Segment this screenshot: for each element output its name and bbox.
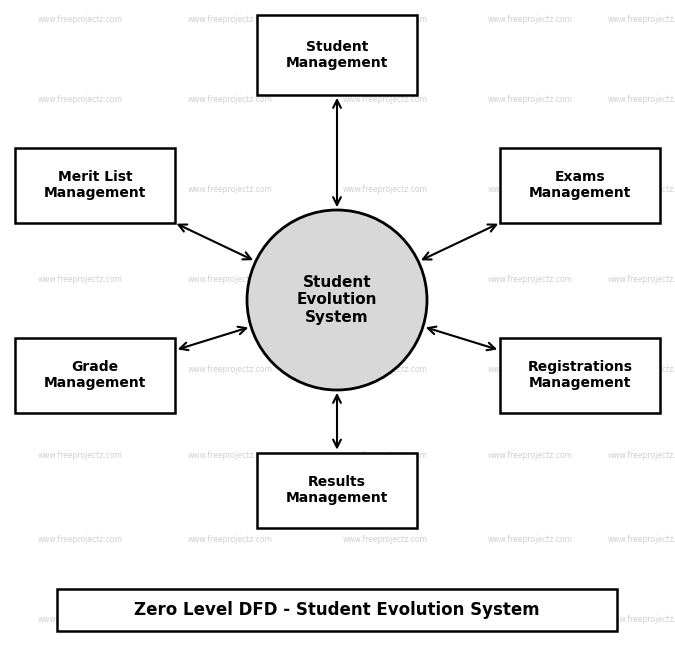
FancyBboxPatch shape xyxy=(15,338,175,413)
Text: www.freeprojectz.com: www.freeprojectz.com xyxy=(342,451,427,460)
Text: www.freeprojectz.com: www.freeprojectz.com xyxy=(608,276,675,284)
Text: www.freeprojectz.com: www.freeprojectz.com xyxy=(487,615,572,625)
Circle shape xyxy=(247,210,427,390)
FancyBboxPatch shape xyxy=(15,147,175,222)
Text: Grade
Management: Grade Management xyxy=(44,360,146,390)
Text: www.freeprojectz.com: www.freeprojectz.com xyxy=(342,615,427,625)
Text: www.freeprojectz.com: www.freeprojectz.com xyxy=(188,535,273,544)
Text: www.freeprojectz.com: www.freeprojectz.com xyxy=(188,366,273,374)
Text: www.freeprojectz.com: www.freeprojectz.com xyxy=(188,276,273,284)
Text: www.freeprojectz.com: www.freeprojectz.com xyxy=(342,186,427,194)
Text: www.freeprojectz.com: www.freeprojectz.com xyxy=(342,366,427,374)
FancyBboxPatch shape xyxy=(500,338,660,413)
Text: Student
Management: Student Management xyxy=(286,40,388,70)
FancyBboxPatch shape xyxy=(500,147,660,222)
Text: www.freeprojectz.com: www.freeprojectz.com xyxy=(38,95,122,104)
Text: www.freeprojectz.com: www.freeprojectz.com xyxy=(38,451,122,460)
Text: www.freeprojectz.com: www.freeprojectz.com xyxy=(188,95,273,104)
Text: www.freeprojectz.com: www.freeprojectz.com xyxy=(487,366,572,374)
Text: www.freeprojectz.com: www.freeprojectz.com xyxy=(188,16,273,25)
Text: www.freeprojectz.com: www.freeprojectz.com xyxy=(608,366,675,374)
Text: www.freeprojectz.com: www.freeprojectz.com xyxy=(38,276,122,284)
Text: www.freeprojectz.com: www.freeprojectz.com xyxy=(608,615,675,625)
Text: www.freeprojectz.com: www.freeprojectz.com xyxy=(487,95,572,104)
Text: www.freeprojectz.com: www.freeprojectz.com xyxy=(188,186,273,194)
Text: www.freeprojectz.com: www.freeprojectz.com xyxy=(487,535,572,544)
Text: www.freeprojectz.com: www.freeprojectz.com xyxy=(487,16,572,25)
Text: www.freeprojectz.com: www.freeprojectz.com xyxy=(38,366,122,374)
Text: www.freeprojectz.com: www.freeprojectz.com xyxy=(608,16,675,25)
Text: www.freeprojectz.com: www.freeprojectz.com xyxy=(608,535,675,544)
Text: www.freeprojectz.com: www.freeprojectz.com xyxy=(342,535,427,544)
Text: www.freeprojectz.com: www.freeprojectz.com xyxy=(188,615,273,625)
Text: www.freeprojectz.com: www.freeprojectz.com xyxy=(487,276,572,284)
Text: Merit List
Management: Merit List Management xyxy=(44,170,146,200)
FancyBboxPatch shape xyxy=(57,589,617,631)
Text: www.freeprojectz.com: www.freeprojectz.com xyxy=(342,95,427,104)
Text: www.freeprojectz.com: www.freeprojectz.com xyxy=(608,186,675,194)
Text: www.freeprojectz.com: www.freeprojectz.com xyxy=(342,276,427,284)
Text: www.freeprojectz.com: www.freeprojectz.com xyxy=(487,186,572,194)
Text: Registrations
Management: Registrations Management xyxy=(527,360,632,390)
Text: www.freeprojectz.com: www.freeprojectz.com xyxy=(342,16,427,25)
Text: www.freeprojectz.com: www.freeprojectz.com xyxy=(38,535,122,544)
Text: www.freeprojectz.com: www.freeprojectz.com xyxy=(188,451,273,460)
Text: www.freeprojectz.com: www.freeprojectz.com xyxy=(38,615,122,625)
Text: www.freeprojectz.com: www.freeprojectz.com xyxy=(38,16,122,25)
FancyBboxPatch shape xyxy=(257,452,417,527)
Text: www.freeprojectz.com: www.freeprojectz.com xyxy=(487,451,572,460)
Text: Results
Management: Results Management xyxy=(286,475,388,505)
Text: Exams
Management: Exams Management xyxy=(529,170,631,200)
Text: www.freeprojectz.com: www.freeprojectz.com xyxy=(608,451,675,460)
FancyBboxPatch shape xyxy=(257,15,417,95)
Text: www.freeprojectz.com: www.freeprojectz.com xyxy=(608,95,675,104)
Text: Zero Level DFD - Student Evolution System: Zero Level DFD - Student Evolution Syste… xyxy=(134,601,540,619)
Text: www.freeprojectz.com: www.freeprojectz.com xyxy=(38,186,122,194)
Text: Student
Evolution
System: Student Evolution System xyxy=(297,275,377,325)
